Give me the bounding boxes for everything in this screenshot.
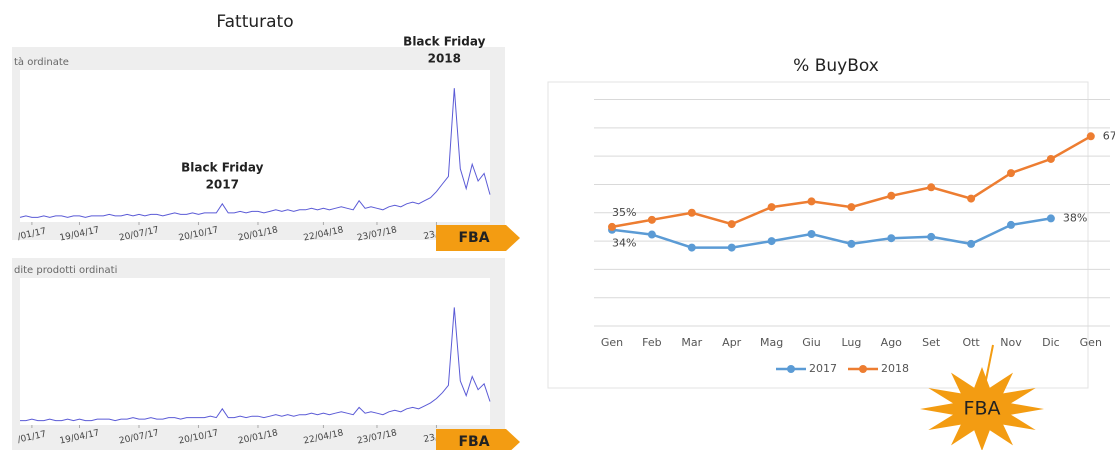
legend-marker	[859, 365, 867, 373]
marker	[847, 203, 856, 212]
panel-title: tà ordinate	[14, 56, 69, 68]
marker	[887, 191, 896, 200]
marker	[807, 197, 816, 206]
panel-title: dite prodotti ordinati	[14, 265, 117, 276]
marker	[647, 230, 656, 239]
x-tick-label: Nov	[1000, 336, 1022, 349]
x-tick-label: Dic	[1042, 336, 1060, 349]
series-line	[20, 307, 491, 422]
marker	[967, 194, 976, 203]
marker	[1046, 154, 1055, 163]
callout-pointer	[984, 344, 994, 386]
chart-title: % BuyBox	[793, 56, 879, 76]
marker	[608, 222, 616, 231]
marker	[647, 215, 656, 224]
marker	[687, 243, 696, 252]
tag-label: FBA	[458, 230, 489, 246]
marker	[847, 239, 856, 248]
plot-area	[20, 70, 490, 222]
data-label: 67%	[1103, 129, 1115, 142]
annotation: Black Friday	[403, 35, 485, 49]
x-tick-label: Set	[922, 336, 941, 349]
marker	[1086, 132, 1095, 141]
data-label: 38%	[1063, 211, 1087, 224]
series-line	[611, 217, 1052, 249]
marker	[927, 232, 936, 241]
x-tick-label: Lug	[841, 336, 861, 349]
page-title: Fatturato	[216, 12, 293, 32]
legend-label: 2017	[809, 362, 837, 375]
callout-burst	[920, 367, 1044, 450]
plot-area	[20, 278, 490, 425]
x-tick-label: Ago	[881, 336, 903, 349]
marker	[887, 234, 896, 243]
x-tick-label: Apr	[722, 336, 742, 349]
marker	[967, 239, 976, 248]
x-tick-label: Gen	[601, 336, 623, 349]
x-tick-label: Ott	[962, 336, 980, 349]
x-tick-label: Giu	[802, 336, 821, 349]
marker	[727, 243, 736, 252]
marker	[727, 220, 736, 229]
legend-marker	[787, 365, 795, 373]
marker	[1007, 220, 1015, 229]
marker	[767, 203, 776, 212]
marker	[767, 237, 776, 246]
marker	[1007, 169, 1015, 178]
series-line	[19, 88, 491, 218]
tag-label: FBA	[458, 434, 489, 450]
data-label: 35%	[612, 206, 636, 219]
annotation: Black Friday	[181, 160, 263, 174]
callout-label: FBA	[964, 398, 1001, 420]
marker	[807, 229, 816, 238]
x-tick-label: Mag	[760, 336, 783, 349]
marker	[1046, 214, 1055, 223]
x-tick-label: Feb	[642, 336, 661, 349]
data-label: 34%	[612, 237, 636, 250]
legend-label: 2018	[881, 362, 909, 375]
tag-shape	[436, 429, 520, 450]
annotation: 2018	[428, 52, 461, 66]
annotation: 2017	[206, 177, 239, 191]
marker	[687, 208, 696, 217]
x-tick-label: Mar	[681, 336, 702, 349]
x-tick-label: Gen	[1080, 336, 1102, 349]
marker	[927, 183, 936, 192]
tag-shape	[436, 225, 520, 251]
